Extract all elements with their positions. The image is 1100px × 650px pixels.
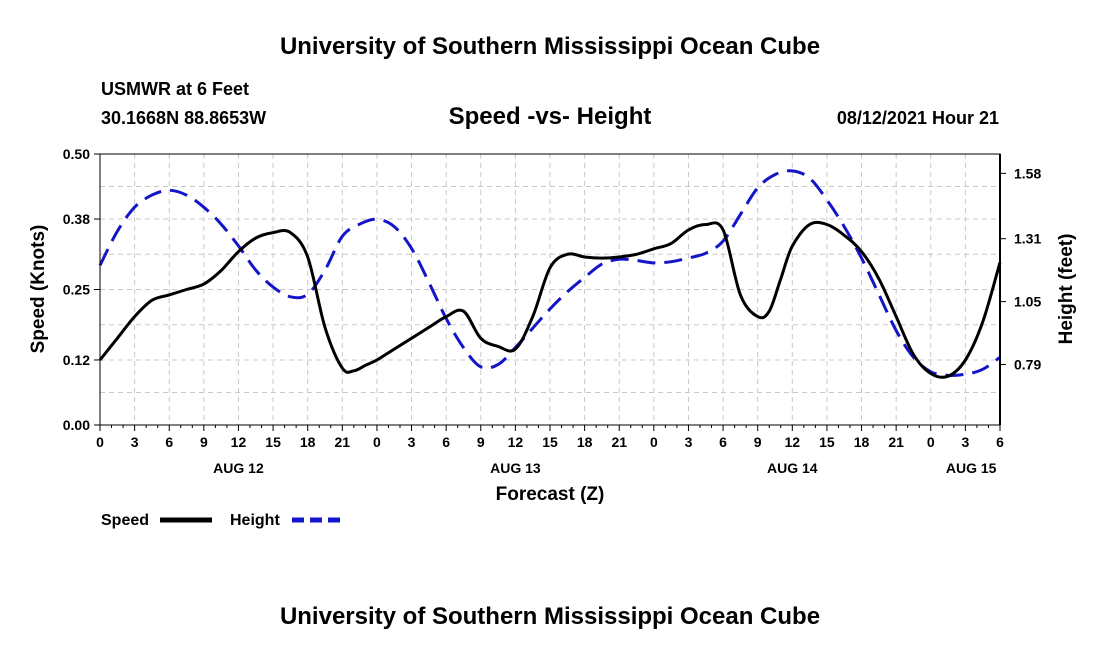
x-tick-label: 18 — [300, 434, 316, 450]
x-tick-label: 3 — [961, 434, 969, 450]
x-tick-label: 9 — [477, 434, 485, 450]
x-tick-label: 6 — [996, 434, 1004, 450]
date-label: AUG 12 — [213, 460, 264, 476]
y2-tick-label: 1.05 — [1014, 294, 1041, 310]
y-tick-label: 0.38 — [63, 211, 90, 227]
x-tick-label: 0 — [927, 434, 935, 450]
x-tick-label: 12 — [785, 434, 801, 450]
datetime-label: 08/12/2021 Hour 21 — [837, 108, 999, 128]
x-tick-label: 6 — [442, 434, 450, 450]
x-tick-label: 3 — [131, 434, 139, 450]
legend: Speed Height — [101, 512, 344, 529]
y2-tick-label: 0.79 — [1014, 357, 1041, 373]
date-label: AUG 15 — [946, 460, 997, 476]
x-tick-label: 15 — [265, 434, 281, 450]
station-label: USMWR at 6 Feet — [101, 79, 249, 99]
y2-tick-label: 1.58 — [1014, 165, 1041, 181]
y-tick-label: 0.00 — [63, 417, 90, 433]
x-tick-label: 3 — [685, 434, 693, 450]
series-line-height — [98, 169, 1001, 378]
x-tick-label: 9 — [754, 434, 762, 450]
x-tick-label: 15 — [542, 434, 558, 450]
x-tick-label: 21 — [335, 434, 351, 450]
x-tick-label: 6 — [719, 434, 727, 450]
x-tick-label: 6 — [165, 434, 173, 450]
x-tick-label: 21 — [611, 434, 627, 450]
x-tick-label: 9 — [200, 434, 208, 450]
top-title: University of Southern Mississippi Ocean… — [280, 33, 820, 60]
y2-axis-label: Height (feet) — [1056, 234, 1077, 345]
x-tick-label: 12 — [508, 434, 524, 450]
y-tick-label: 0.12 — [63, 352, 90, 368]
legend-label-height: Height — [230, 512, 280, 529]
y-tick-label: 0.50 — [63, 146, 90, 162]
chart-title: Speed -vs- Height — [449, 103, 652, 130]
coords-label: 30.1668N 88.8653W — [101, 108, 266, 128]
x-tick-label: 21 — [888, 434, 904, 450]
y-tick-label: 0.25 — [63, 282, 90, 298]
x-tick-label: 12 — [231, 434, 247, 450]
x-tick-label: 3 — [408, 434, 416, 450]
y-axis-label: Speed (Knots) — [28, 225, 49, 354]
x-tick-label: 0 — [373, 434, 381, 450]
series-line-speed — [98, 220, 1002, 379]
axes: 0 3 6 9 12 15 18 21 0 3 6 9 12 15 18 21 0 3 6 9 12 15 18 21 0 3 6 A… — [63, 146, 1042, 476]
x-tick-label: 0 — [650, 434, 658, 450]
y2-tick-label: 1.31 — [1014, 231, 1041, 247]
bottom-title: University of Southern Mississippi Ocean… — [280, 603, 820, 630]
x-tick-label: 18 — [577, 434, 593, 450]
date-label: AUG 14 — [767, 460, 818, 476]
series-layer — [98, 169, 1002, 379]
grid-lines — [100, 154, 1000, 425]
x-tick-label: 15 — [819, 434, 835, 450]
x-axis-label: Forecast (Z) — [496, 484, 605, 505]
x-tick-label: 18 — [854, 434, 870, 450]
x-tick-label: 0 — [96, 434, 104, 450]
legend-label-speed: Speed — [101, 512, 149, 529]
date-label: AUG 13 — [490, 460, 541, 476]
